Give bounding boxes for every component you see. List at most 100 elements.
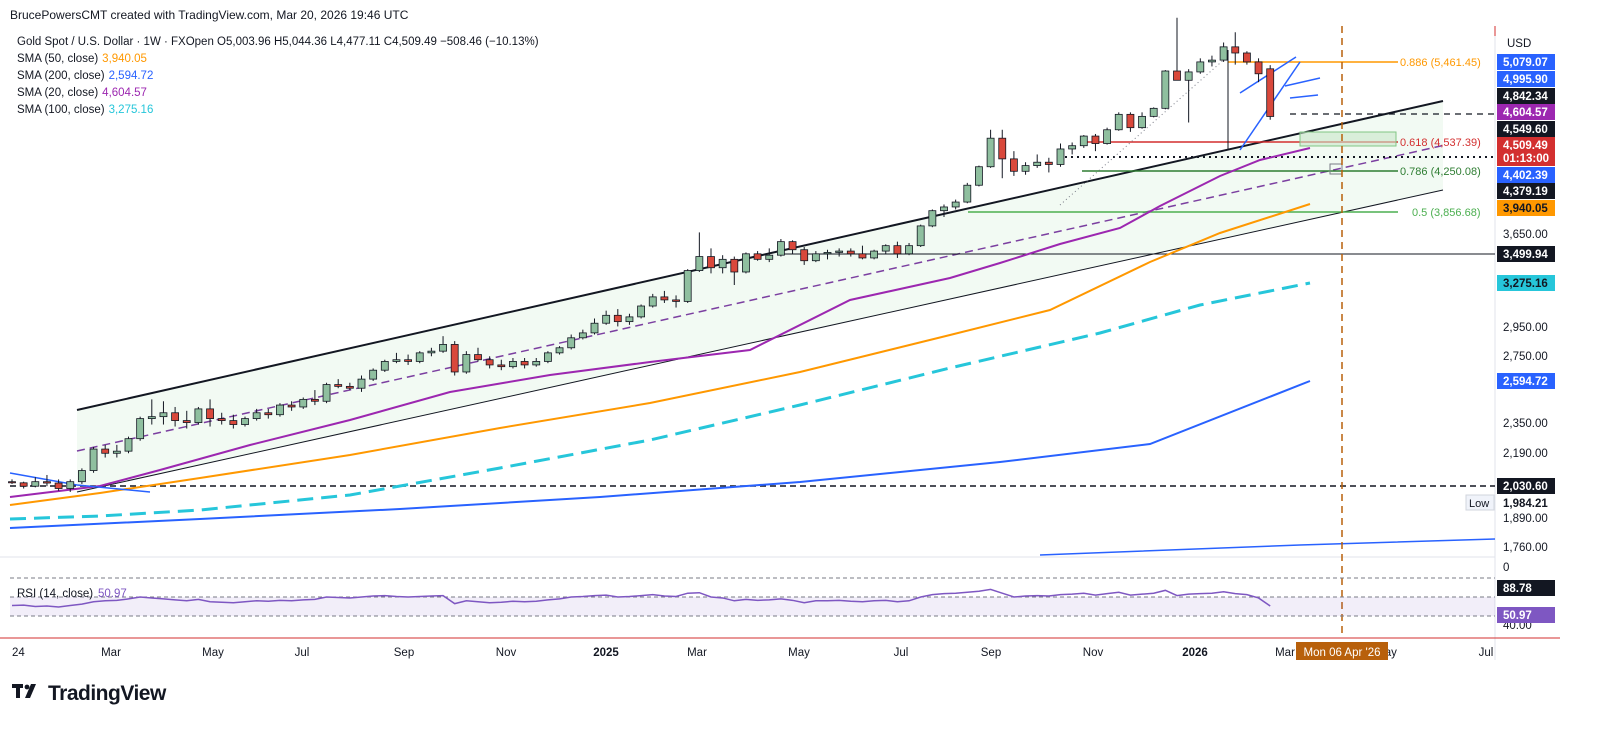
symbol-row[interactable]: Gold Spot / U.S. Dollar · 1W · FXOpen O5… (17, 36, 539, 48)
candle-body-23 (276, 404, 284, 416)
price-label-1: 4,995.90 (1497, 71, 1555, 87)
candle-body-86 (1010, 158, 1018, 172)
price-label-2: 4,842.34 (1497, 88, 1555, 104)
low-value: 4,477.11 (336, 36, 381, 48)
fib-label-3: 0.5 (3,856.68) (1412, 207, 1481, 219)
candle-body-20 (241, 418, 249, 425)
time-label-3: Jul (295, 647, 310, 659)
candle-body-106 (1243, 52, 1251, 63)
price-label-0: 5,079.07 (1497, 54, 1555, 70)
candle-body-46 (544, 352, 552, 362)
candle-body-49 (578, 332, 587, 339)
candle-body-69 (811, 253, 820, 262)
time-label-0: 24 (12, 647, 25, 659)
sma200-line (9, 380, 1311, 529)
price-label-text-9: 3,940.05 (1503, 203, 1548, 215)
sma200-extension (1039, 538, 1496, 556)
price-label-bg-4 (1497, 121, 1555, 137)
currency-label: USD (1507, 38, 1531, 50)
fib-label-0: 0.886 (5,461.45) (1400, 57, 1481, 69)
price-label-text-2: 4,842.34 (1503, 91, 1548, 103)
candle-body-63 (742, 253, 750, 273)
time-label-13: Mar (1275, 647, 1295, 659)
candle-body-24 (287, 404, 296, 408)
candle-body-16 (194, 408, 203, 423)
candle-body-96 (1126, 113, 1135, 129)
tradingview-wordmark: TradingView (48, 682, 166, 705)
price-tick-4: 2,190.00 (1503, 448, 1548, 460)
price-label-bg-10 (1497, 246, 1555, 262)
candle-body-67 (788, 241, 797, 251)
candle-body-33 (392, 359, 401, 362)
price-tick-0: 3,650.00 (1503, 229, 1548, 241)
price-label-bg-12 (1497, 373, 1555, 389)
candle-body-70 (823, 252, 832, 255)
candle-body-51 (602, 314, 611, 324)
candle-body-79 (928, 210, 937, 227)
tradingview-brand[interactable]: TradingView (12, 682, 166, 706)
candle-body-7 (89, 448, 98, 471)
candle-body-4 (54, 482, 63, 489)
candle-body-40 (474, 354, 482, 361)
candle-body-5 (66, 481, 75, 489)
legend-sma50[interactable]: SMA (50, close) 3,940.05 (17, 53, 147, 65)
time-label-4: Sep (394, 647, 414, 659)
candle-body-8 (101, 448, 110, 454)
price-label-text-11: 3,275.16 (1503, 278, 1548, 290)
candle-body-60 (707, 256, 715, 269)
price-label-11: 3,275.16 (1497, 275, 1555, 291)
legend-sma200[interactable]: SMA (200, close) 2,594.72 (17, 70, 154, 82)
candle-body-25 (299, 398, 308, 408)
price-label-text-8: 4,379.19 (1503, 186, 1548, 198)
candle-body-97 (1138, 115, 1146, 129)
price-label-bg-15 (1497, 580, 1555, 596)
price-tick-5: 1,890.00 (1503, 513, 1548, 525)
time-label-7: Mar (687, 647, 707, 659)
candle-body-0 (8, 481, 16, 484)
price-label-bg-3 (1497, 104, 1555, 120)
candle-body-92 (1079, 135, 1088, 147)
candle-body-39 (462, 354, 471, 373)
fib-label-2: 0.786 (4,250.08) (1400, 166, 1481, 178)
candle-body-19 (229, 420, 238, 425)
price-label-4: 4,549.60 (1497, 121, 1555, 137)
candle-body-11 (136, 418, 145, 440)
candle-body-21 (252, 412, 261, 420)
low-badge-text: Low (1469, 498, 1489, 510)
candle-body-95 (1114, 113, 1123, 131)
price-label-text-12: 2,594.72 (1503, 376, 1548, 388)
candle-body-105 (1231, 46, 1240, 54)
candle-body-17 (206, 408, 214, 420)
chart-legend: Gold Spot / U.S. Dollar · 1W · FXOpen O5… (17, 34, 539, 119)
time-label-12: 2026 (1182, 647, 1208, 659)
candle-body-89 (1044, 161, 1053, 165)
time-label-6: 2025 (593, 647, 619, 659)
rsi-label: RSI (14, close) (17, 588, 93, 600)
price-label-text-16: 50.97 (1503, 610, 1532, 622)
time-label-11: Nov (1083, 647, 1104, 659)
open-value: 5,003.96 (226, 36, 271, 48)
time-label-8: May (788, 647, 810, 659)
candle-body-35 (415, 352, 424, 362)
price-label-bg-8 (1497, 183, 1555, 199)
candle-body-64 (753, 253, 762, 260)
candle-body-28 (334, 384, 343, 387)
candle-body-77 (905, 245, 913, 255)
legend-sma100[interactable]: SMA (100, close) 3,275.16 (17, 104, 154, 116)
candle-body-72 (846, 250, 855, 255)
tradingview-logo-icon (12, 682, 42, 706)
legend-sma20[interactable]: SMA (20, close) 4,604.57 (17, 87, 147, 99)
candle-body-52 (613, 314, 622, 323)
candle-body-36 (427, 350, 436, 354)
time-label-1: Mar (101, 647, 121, 659)
candle-body-57 (672, 299, 680, 302)
price-label-text-13: 2,030.60 (1503, 481, 1548, 493)
time-label-10: Sep (981, 647, 1001, 659)
close-value: 4,509.49 (392, 36, 437, 48)
candle-body-31 (369, 369, 378, 380)
price-label-bg-2 (1497, 88, 1555, 104)
candle-body-61 (718, 258, 727, 269)
candle-body-15 (182, 420, 191, 423)
candle-body-101 (1184, 71, 1193, 81)
